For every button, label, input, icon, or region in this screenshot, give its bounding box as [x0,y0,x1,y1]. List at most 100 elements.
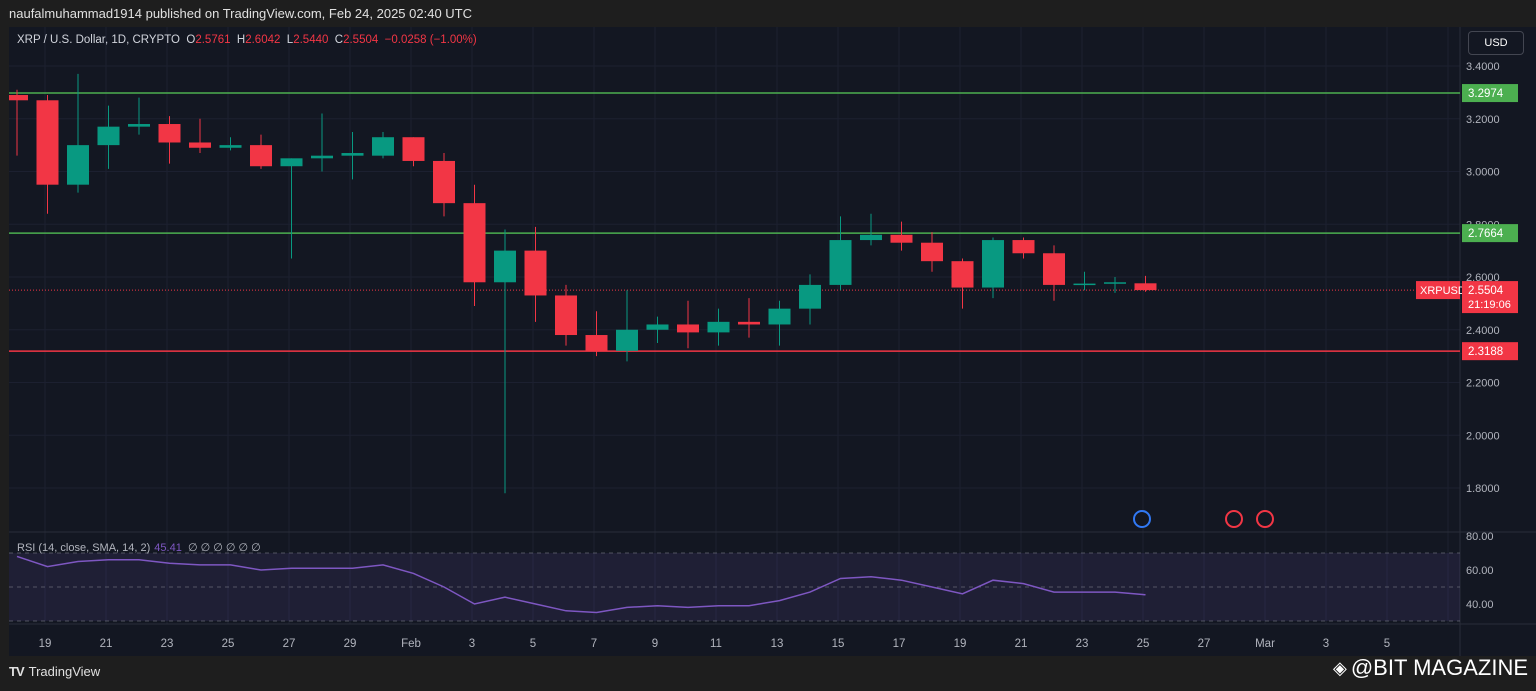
time-tick-label: 23 [161,638,174,650]
price-tick-label: 2.2000 [1466,378,1500,390]
time-tick-label: 21 [100,638,113,650]
watermark-text: @BIT MAGAZINE [1350,655,1528,680]
candle-body [463,203,486,283]
price-tick-label: 2.0000 [1466,430,1500,442]
candle-body [890,234,913,243]
candle-body [311,155,333,159]
candle-body [219,145,242,148]
time-tick-label: 29 [344,638,357,650]
time-tick-label: 5 [1384,638,1390,650]
symbol-title: XRP / U.S. Dollar, 1D, CRYPTO [17,34,180,46]
publisher-info: naufalmuhammad1914 published on TradingV… [9,6,472,21]
price-tick-label: 2.6000 [1466,272,1500,284]
level-price-tag [1462,84,1518,103]
rsi-title: RSI (14, close, SMA, 14, 2) [17,542,151,554]
candle-body [341,153,364,156]
candle-body [1073,283,1096,286]
candle-body [1134,283,1157,291]
candle-body [372,137,394,156]
diamond-icon: ◈ [1332,657,1347,678]
brand-name: TradingView [28,664,101,679]
time-tick-label: 21 [1015,638,1028,650]
candle-body [280,158,303,167]
event-lightning-icon [1133,510,1151,528]
rsi-tick-label: 60.00 [1466,565,1494,577]
rsi-line [16,555,1146,614]
countdown-label: 21:19:06 [1468,299,1511,311]
close-value: 2.5504 [343,34,379,46]
last-price-tag [1462,281,1518,314]
price-tick-label: 3.0000 [1466,167,1500,179]
time-tick-label: 17 [893,638,906,650]
candle-body [1104,282,1126,284]
candle-body [97,126,120,146]
tradingview-logo-icon: TV [9,664,25,679]
candle-body [982,240,1004,288]
open-value: 2.5761 [195,34,231,46]
time-tick-label: 9 [652,638,658,650]
level-price-tag [1462,342,1518,361]
time-tick-label: 3 [1323,638,1329,650]
candle-body [951,261,974,288]
last-price-label: 2.5504 [1468,285,1504,297]
high-value: 2.6042 [245,34,281,46]
level-price-tag [1462,224,1518,243]
low-value: 2.5440 [293,34,329,46]
time-tick-label: 23 [1076,638,1089,650]
candle-body [738,321,760,325]
time-tick-label: Feb [401,638,421,650]
watermark: ◈ @BIT MAGAZINE [1333,655,1528,681]
candle-body [646,324,669,330]
rsi-tick-label: 80.00 [1466,531,1494,543]
candle-body [768,308,791,325]
rsi-value: 45.41 [154,542,182,554]
candle-body [1043,253,1065,285]
candle-body [860,234,882,241]
chart-area[interactable]: 3.40003.20003.00002.80002.60002.40002.20… [9,27,1536,656]
price-tick-label: 1.8000 [1466,483,1500,495]
time-tick-label: 25 [222,638,235,650]
price-tick-label: 2.4000 [1466,325,1500,337]
candle-body [555,295,577,336]
footer-brand: TV TradingView [9,664,100,679]
rsi-tick-label: 40.00 [1466,599,1494,611]
candle-body [189,142,211,148]
time-tick-label: Mar [1255,638,1275,650]
time-tick-label: 25 [1137,638,1150,650]
chart-canvas[interactable]: 3.40003.20003.00002.80002.60002.40002.20… [9,27,1536,656]
rsi-extras: ∅ ∅ ∅ ∅ ∅ ∅ [187,542,261,554]
level-price-label: 2.3188 [1468,346,1503,358]
candle-body [9,95,28,101]
candle-body [250,145,272,167]
time-tick-label: 19 [954,638,967,650]
candle-body [158,124,181,143]
candle-body [36,100,59,185]
event-flag-icon [1225,510,1243,528]
candle-body [524,250,547,296]
candle-body [707,321,730,333]
candle-body [433,160,455,204]
time-tick-label: 5 [530,638,536,650]
event-flag-icon [1256,510,1274,528]
symbol-tag-label: XRPUSD [1420,285,1466,297]
candle-body [677,324,699,333]
price-tick-label: 3.4000 [1466,61,1500,73]
candle-body [494,250,516,283]
currency-button[interactable]: USD [1468,31,1524,55]
high-label: H [236,34,246,46]
candle-body [799,284,821,309]
time-tick-label: 11 [710,638,722,650]
change-value: −0.0258 (−1.00%) [384,34,477,46]
symbol-tag [1416,281,1460,300]
time-tick-label: 13 [771,638,784,650]
price-tick-label: 3.2000 [1466,114,1500,126]
candle-body [67,145,89,185]
level-price-label: 2.7664 [1468,228,1504,240]
time-tick-label: 7 [591,638,597,650]
level-price-label: 3.2974 [1468,88,1504,100]
open-label: O [186,34,196,46]
rsi-legend: RSI (14, close, SMA, 14, 2) 45.41 ∅ ∅ ∅ ∅… [17,541,261,554]
candle-body [921,242,943,262]
close-label: C [334,34,344,46]
time-tick-label: 19 [39,638,52,650]
